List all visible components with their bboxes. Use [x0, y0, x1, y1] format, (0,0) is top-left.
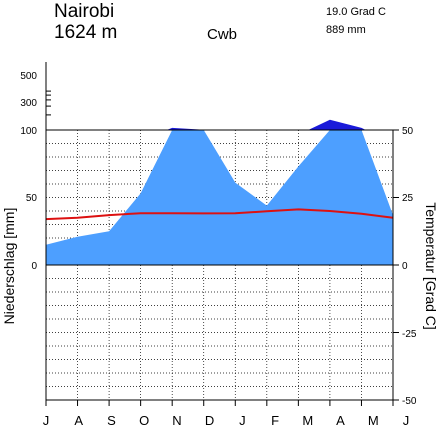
precip-tick-label: 300	[20, 98, 37, 109]
precipitation-areas	[46, 119, 393, 265]
month-label: D	[205, 413, 214, 428]
month-label: J	[403, 413, 410, 428]
temp-tick-label: 0	[402, 261, 408, 272]
perhumid-area	[166, 119, 366, 130]
climate-class: Cwb	[207, 26, 237, 43]
precipitation-axis-label: Niederschlag [mm]	[1, 208, 17, 325]
precipitation-area	[46, 130, 393, 265]
temp-tick-label: 50	[402, 126, 414, 137]
precip-tick-label: 500	[20, 71, 37, 82]
precip-tick-label: 50	[26, 193, 38, 204]
temp-tick-label: 25	[402, 193, 414, 204]
month-label: J	[43, 413, 50, 428]
temperature-line	[45, 208, 394, 221]
annual-temperature: 19.0 Grad C	[326, 6, 386, 18]
precip-tick-label: 100	[20, 126, 37, 137]
month-label: F	[271, 413, 279, 428]
station-elevation: 1624 m	[54, 22, 117, 43]
temp-tick-label: -50	[402, 396, 417, 407]
temp-tick-label: -25	[402, 329, 417, 340]
month-label: J	[239, 413, 246, 428]
month-label: S	[107, 413, 116, 428]
tick-marks	[45, 90, 399, 406]
precip-tick-label: 0	[31, 261, 37, 272]
month-label: O	[139, 413, 149, 428]
annual-precipitation: 889 mm	[326, 24, 366, 36]
month-label: A	[74, 413, 83, 428]
month-labels: J A S O N D J F M A M J	[43, 413, 410, 428]
month-label: M	[302, 413, 313, 428]
month-label: N	[172, 413, 181, 428]
axes-frame	[45, 62, 394, 401]
month-label: M	[368, 413, 379, 428]
station-name: Nairobi	[54, 1, 114, 22]
month-label: A	[336, 413, 345, 428]
temperature-axis-label: Temperatur [Grad C]	[423, 202, 438, 330]
